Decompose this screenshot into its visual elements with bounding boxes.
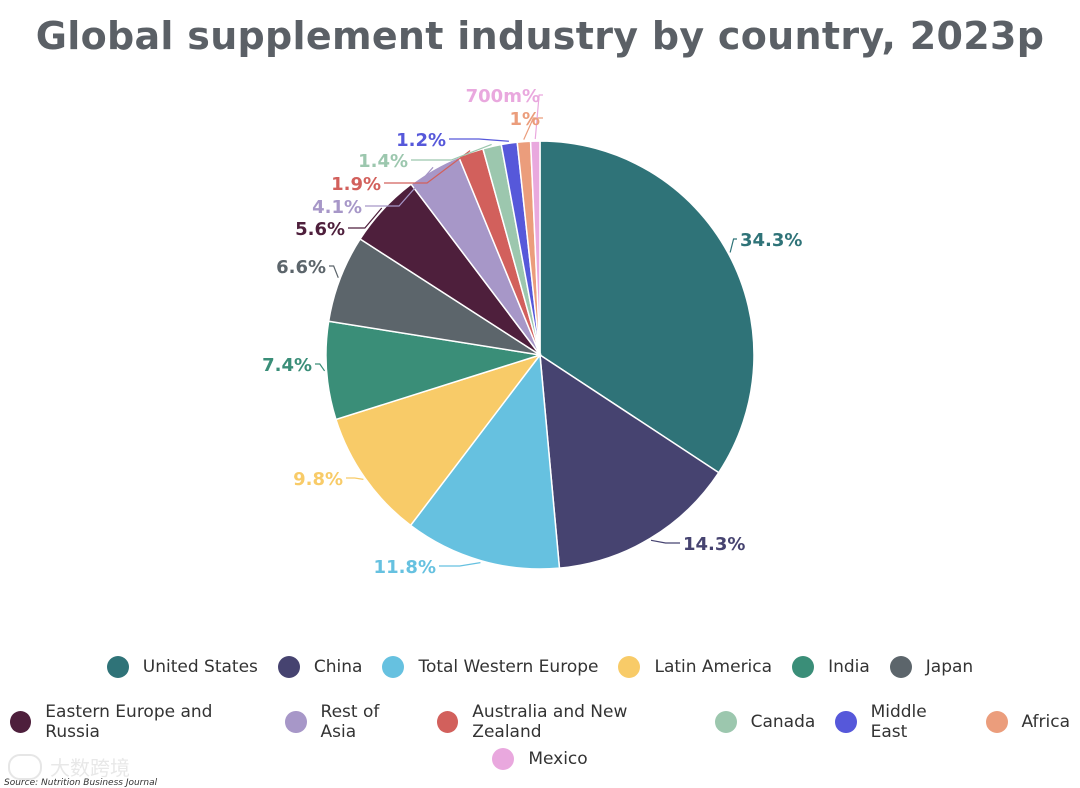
pie-slice-total-western-europe	[409, 353, 561, 570]
legend-swatch	[492, 748, 515, 770]
watermark-text: 大数跨境	[50, 756, 130, 780]
legend-swatch	[618, 656, 641, 678]
legend-swatch	[714, 711, 737, 733]
pie-data-labels: 34.3%14.3%11.8%9.8%7.4%6.6%5.6%4.1%1.9%1…	[262, 86, 802, 578]
legend-row-2: Eastern Europe and Russia Rest of Asia Aus…	[0, 702, 1080, 742]
legend-item: Middle East	[835, 702, 965, 742]
legend-label: Japan	[925, 657, 974, 677]
legend-item: Japan	[889, 656, 974, 678]
pie-slices	[325, 140, 755, 570]
pie-slice-latin-america	[334, 353, 543, 527]
leader-line	[346, 477, 364, 480]
legend-item: China	[277, 656, 363, 678]
legend-swatch	[792, 656, 815, 678]
legend-item: Australia and New Zealand	[437, 702, 695, 742]
legend-swatch	[277, 656, 300, 678]
leader-line	[329, 265, 339, 278]
data-label: 11.8%	[374, 557, 436, 578]
leader-line	[439, 562, 481, 567]
legend-label: Rest of Asia	[320, 702, 380, 742]
legend-item: Rest of Asia	[285, 702, 417, 742]
leader-line	[315, 363, 326, 372]
data-label: 1.2%	[396, 130, 446, 151]
source-note: Source: Nutrition Business Journal	[4, 778, 158, 788]
data-label: 34.3%	[740, 230, 802, 251]
leader-line	[523, 117, 543, 140]
leader-line	[348, 207, 383, 229]
legend-label: United States	[142, 657, 258, 677]
legend-swatch	[835, 711, 857, 733]
legend-item: Eastern Europe and Russia	[10, 702, 265, 742]
data-label: 1.9%	[331, 174, 381, 195]
data-label: 9.8%	[293, 469, 343, 490]
leader-line	[534, 94, 543, 140]
legend-swatch	[889, 656, 912, 678]
data-label: 6.6%	[276, 257, 326, 278]
legend-label: Australia and New Zealand	[472, 702, 628, 742]
pie-slice-mexico	[529, 140, 541, 356]
leader-line	[365, 166, 434, 207]
data-label: 5.6%	[295, 219, 345, 240]
legend-label: Canada	[750, 712, 816, 732]
watermark: 大数跨境	[8, 752, 130, 781]
legend-swatch	[437, 711, 459, 733]
leader-line	[650, 539, 680, 544]
legend-swatch	[382, 656, 405, 678]
legend-label: Middle East	[870, 702, 927, 742]
legend-label: India	[828, 657, 870, 677]
leader-line	[411, 143, 492, 161]
legend-swatch	[106, 656, 129, 678]
pie-chart: 34.3%14.3%11.8%9.8%7.4%6.6%5.6%4.1%1.9%1…	[262, 86, 802, 578]
data-label: 7.4%	[262, 355, 312, 376]
pie-leader-lines	[315, 94, 737, 567]
legend-row-3: Mexico	[0, 748, 1080, 770]
legend-item: Africa	[985, 711, 1071, 733]
legend-swatch	[10, 711, 32, 733]
leader-line	[729, 238, 737, 253]
legend-item: United States	[106, 656, 258, 678]
pie-slice-india	[325, 320, 541, 421]
legend-swatch	[285, 711, 307, 733]
data-label: 700m%	[466, 86, 540, 107]
legend-item: Canada	[714, 711, 816, 733]
data-label: 4.1%	[312, 197, 362, 218]
chart-title: Global supplement industry by country, 2…	[35, 14, 1045, 58]
legend-item: Mexico	[492, 748, 588, 770]
legend-item: Latin America	[618, 656, 772, 678]
leader-line	[384, 150, 471, 184]
watermark-logo-icon	[8, 753, 42, 780]
data-label: 1%	[509, 109, 540, 130]
legend-row-1: United States China Total Western Europe La…	[0, 656, 1080, 678]
legend-label: Eastern Europe and Russia	[45, 702, 213, 742]
legend-label: Latin America	[654, 657, 773, 677]
legend-label: Africa	[1021, 712, 1071, 732]
legend-item: Total Western Europe	[382, 656, 598, 678]
legend-swatch	[985, 711, 1008, 733]
legend-label: China	[313, 657, 363, 677]
data-label: 14.3%	[683, 534, 745, 555]
legend-label: Mexico	[528, 749, 588, 769]
pie-slice-china	[539, 353, 720, 569]
data-label: 1.4%	[358, 151, 408, 172]
legend-item: India	[792, 656, 870, 678]
leader-line	[449, 138, 509, 142]
legend-label: Total Western Europe	[418, 657, 599, 677]
